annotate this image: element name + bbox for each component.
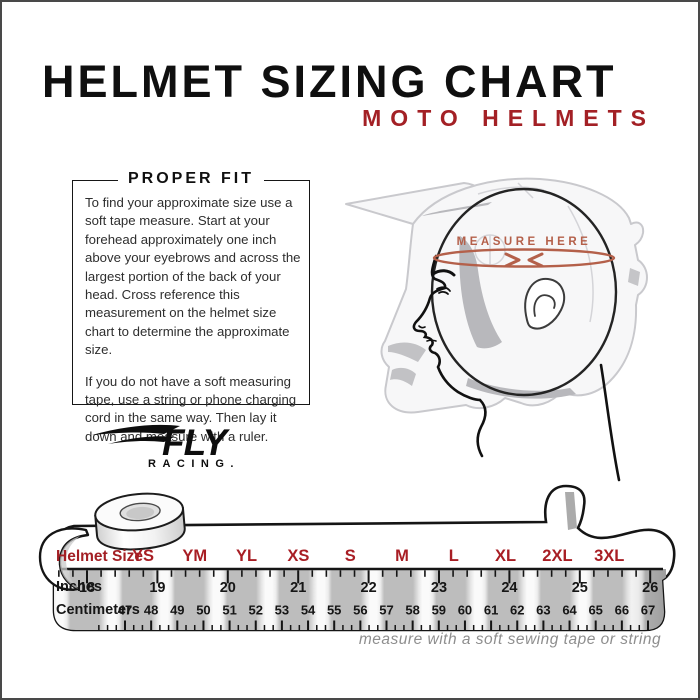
inch-label: 23 bbox=[431, 580, 447, 596]
size-label: YS bbox=[132, 547, 154, 565]
inch-label: 18 bbox=[79, 580, 95, 596]
centimeter-label: 52 bbox=[249, 603, 263, 618]
inch-label: 26 bbox=[642, 580, 658, 596]
logo-wing-stripe-bottom bbox=[108, 436, 174, 444]
centimeter-label: 50 bbox=[196, 603, 210, 618]
centimeter-label: 49 bbox=[170, 603, 184, 618]
size-label: S bbox=[345, 547, 356, 565]
inch-label: 21 bbox=[290, 580, 306, 596]
row-label-centimeters: Centimeters bbox=[56, 602, 140, 618]
measure-arrow-right bbox=[527, 252, 544, 268]
size-label: XS bbox=[287, 547, 309, 565]
centimeter-label: 59 bbox=[432, 603, 446, 618]
centimeter-label: 66 bbox=[615, 603, 629, 618]
tape-value-labels: YS YM YL XS S M L XL 2XL 3XL 18 19 20 21 22 23 24 25 26 47 4… bbox=[79, 547, 658, 618]
tape-roll bbox=[94, 492, 186, 551]
proper-fit-box: PROPER FIT To find your approximate size… bbox=[72, 170, 310, 444]
tape-caption: measure with a soft sewing tape or strin… bbox=[358, 631, 662, 648]
centimeter-label: 54 bbox=[301, 603, 316, 618]
inch-label: 19 bbox=[149, 580, 165, 596]
tape-right-curl-fold bbox=[565, 492, 577, 530]
centimeter-label: 51 bbox=[222, 603, 236, 618]
inch-label: 22 bbox=[361, 580, 377, 596]
size-label: L bbox=[449, 547, 459, 565]
fly-racing-logo: FLY RACING. bbox=[92, 422, 240, 469]
tape-left-curl bbox=[38, 527, 90, 591]
measure-arrow-left bbox=[504, 252, 521, 268]
proper-fit-heading: PROPER FIT bbox=[117, 170, 265, 188]
measure-here-label: MEASURE HERE bbox=[457, 236, 592, 248]
centimeter-label: 57 bbox=[379, 603, 393, 618]
size-label: YM bbox=[182, 547, 207, 565]
inch-label: 20 bbox=[220, 580, 236, 596]
face-profile bbox=[412, 254, 621, 482]
ear bbox=[524, 277, 566, 330]
centimeter-label: 64 bbox=[562, 603, 577, 618]
logo-fly-text: FLY bbox=[162, 422, 230, 463]
logo-racing-text: RACING. bbox=[148, 458, 240, 469]
size-label: XL bbox=[495, 547, 516, 565]
row-label-inches: Inches bbox=[56, 579, 102, 595]
centimeter-label: 62 bbox=[510, 603, 524, 618]
centimeter-label: 67 bbox=[641, 603, 655, 618]
size-label: 3XL bbox=[594, 547, 624, 565]
size-label: YL bbox=[236, 547, 257, 565]
measuring-tape-size-chart: Helmet Size Inches Centimeters YS YM YL XS S… bbox=[38, 484, 676, 632]
size-label: M bbox=[395, 547, 409, 565]
tape-left-curl-shadow bbox=[59, 536, 80, 589]
centimeter-label: 61 bbox=[484, 603, 498, 618]
proper-fit-paragraph-1: To find your approximate size use a soft… bbox=[85, 195, 301, 358]
page-subtitle: MOTO HELMETS bbox=[362, 105, 655, 131]
centimeter-label: 48 bbox=[144, 603, 158, 618]
centimeter-label: 58 bbox=[405, 603, 419, 618]
logo-wing-stripe-top bbox=[92, 424, 180, 435]
size-label: 2XL bbox=[542, 547, 572, 565]
centimeter-label: 60 bbox=[458, 603, 472, 618]
centimeter-label: 56 bbox=[353, 603, 367, 618]
centimeter-label: 65 bbox=[588, 603, 602, 618]
row-label-helmet-size: Helmet Size bbox=[56, 548, 143, 565]
centimeter-label: 63 bbox=[536, 603, 550, 618]
centimeter-label: 53 bbox=[275, 603, 289, 618]
centimeter-label: 55 bbox=[327, 603, 341, 618]
tape-stripes bbox=[54, 569, 666, 630]
head-circumference-circle bbox=[430, 187, 618, 397]
helmet-head-illustration: MEASURE HERE bbox=[345, 177, 648, 482]
tape-tick-marks bbox=[58, 570, 652, 630]
page-title: HELMET SIZING CHART bbox=[42, 56, 617, 107]
measure-band bbox=[432, 248, 616, 268]
inch-label: 25 bbox=[572, 580, 588, 596]
centimeter-label: 47 bbox=[118, 603, 132, 618]
inch-label: 24 bbox=[501, 580, 517, 596]
